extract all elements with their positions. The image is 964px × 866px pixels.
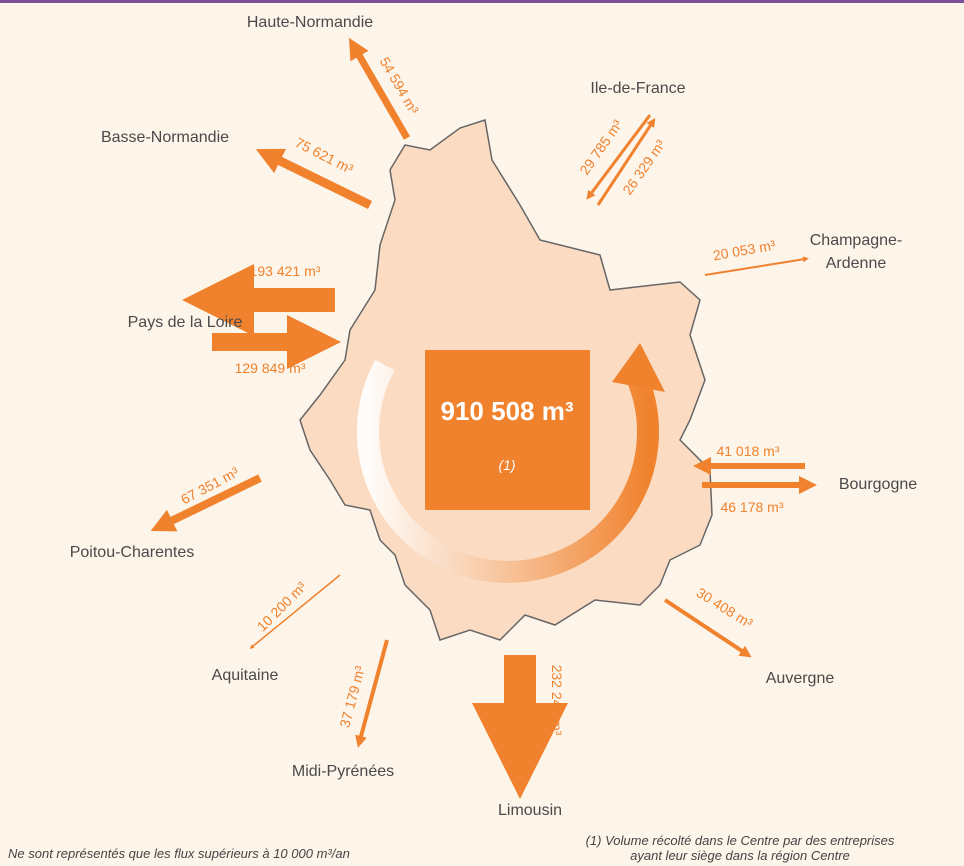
region-label: Pays de la Loire	[128, 314, 243, 331]
flow-label: 46 178 m³	[720, 499, 783, 515]
region-label: Champagne-	[810, 232, 903, 249]
footnote: ayant leur siège dans la région Centre	[630, 848, 850, 863]
region-label: Ardenne	[826, 255, 887, 272]
cycle-arrow	[356, 359, 659, 583]
footnote: Ne sont représentés que les flux supérie…	[8, 846, 350, 861]
flow-label: 193 421 m³	[250, 263, 321, 279]
cycle-arrow-head	[612, 343, 665, 392]
region-labels: Haute-Normandie Basse-Normandie Ile-de-F…	[70, 14, 918, 819]
region-label: Aquitaine	[212, 667, 279, 684]
flow-label: 41 018 m³	[716, 443, 779, 459]
footnote: (1) Volume récolté dans le Centre par de…	[586, 833, 895, 848]
region-label: Ile-de-France	[590, 80, 685, 97]
center-note: (1)	[498, 457, 515, 473]
region-label: Basse-Normandie	[101, 129, 229, 146]
region-label: Auvergne	[766, 670, 835, 687]
flow-label: 129 849 m³	[235, 360, 306, 376]
region-label: Bourgogne	[839, 476, 917, 493]
flow-label: 232 245 m³	[549, 665, 565, 736]
region-label: Haute-Normandie	[247, 14, 373, 31]
region-label: Poitou-Charentes	[70, 544, 195, 561]
top-border	[0, 0, 964, 3]
region-label: Limousin	[498, 802, 562, 819]
region-label: Midi-Pyrénées	[292, 763, 394, 780]
arrows	[150, 37, 817, 799]
center-value: 910 508 m³	[441, 396, 574, 426]
center-box	[425, 350, 590, 510]
